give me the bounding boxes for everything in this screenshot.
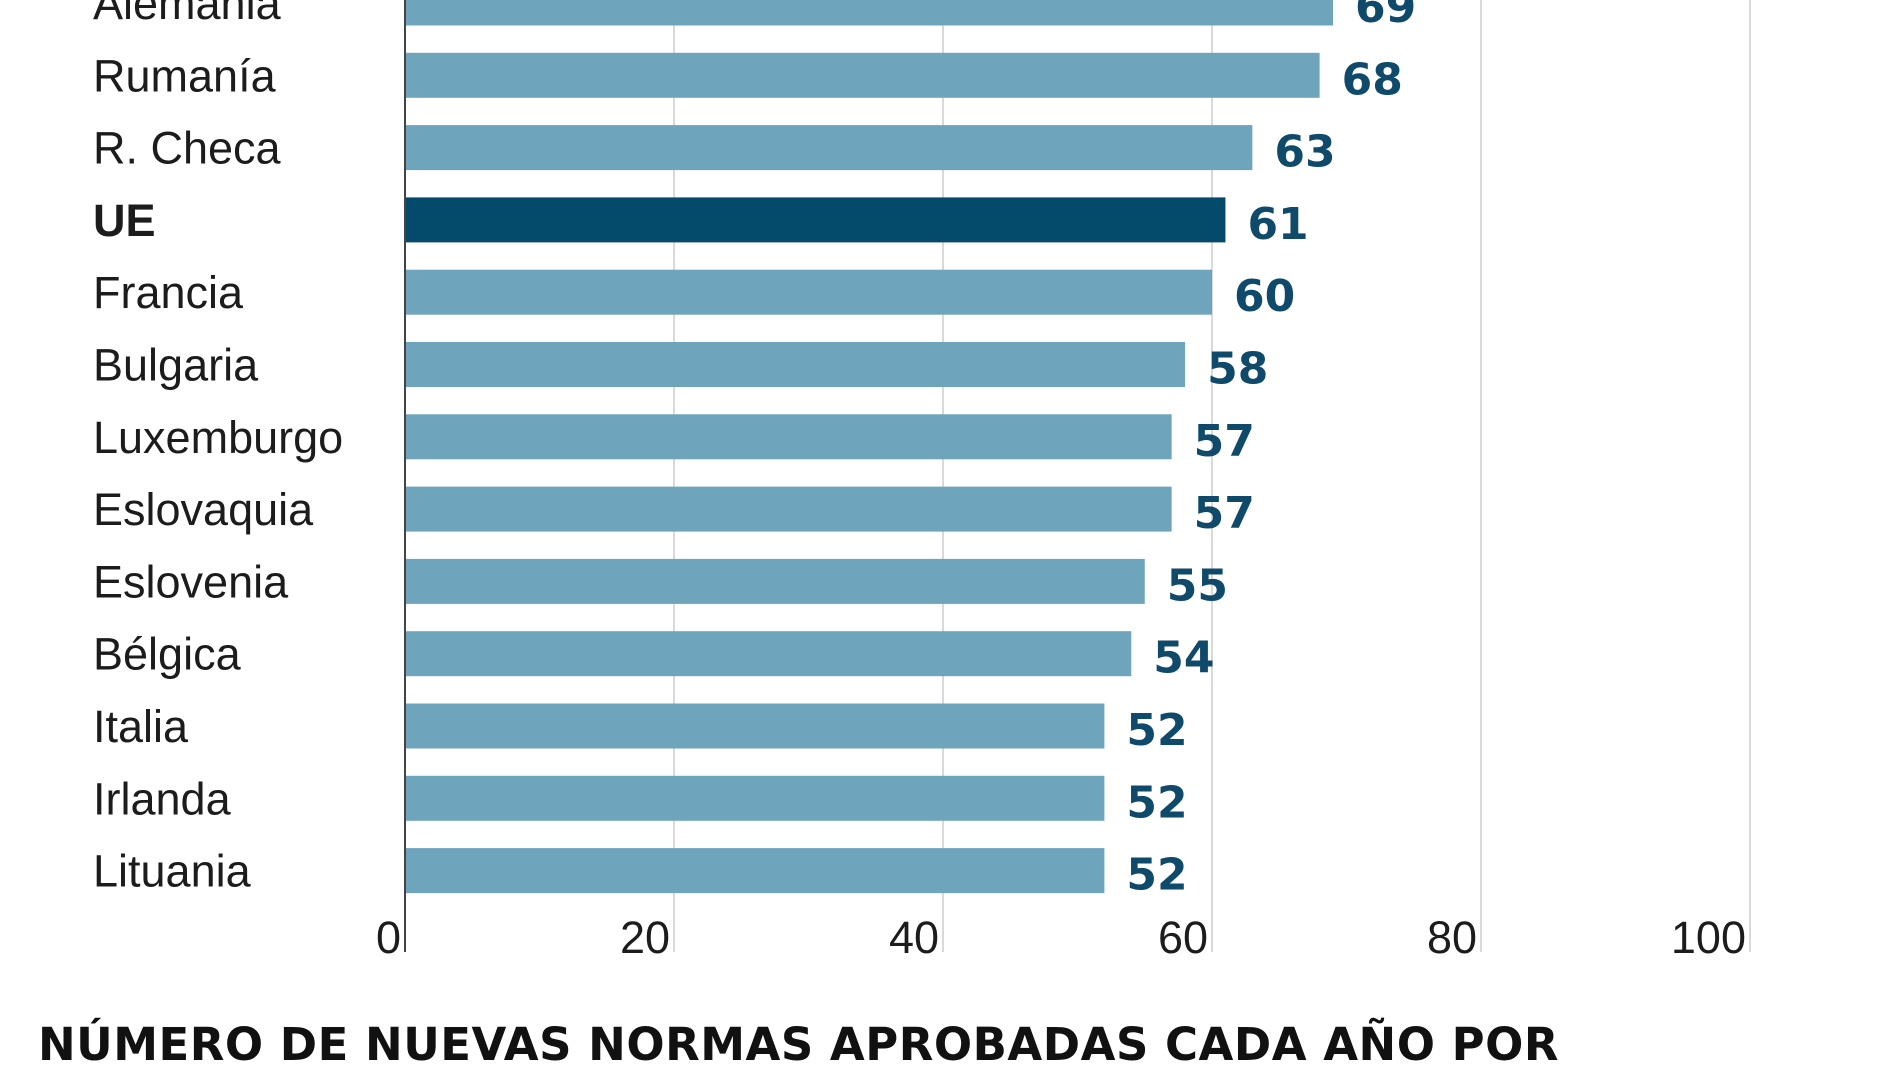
bar — [405, 269, 1212, 315]
value-label: 58 — [1207, 344, 1268, 395]
value-label: 61 — [1247, 199, 1308, 250]
category-label: Francia — [93, 267, 244, 318]
x-tick-label: 0 — [376, 912, 401, 963]
category-label: Bulgaria — [93, 340, 259, 391]
category-label: Eslovenia — [93, 556, 289, 607]
value-label: 57 — [1194, 488, 1255, 539]
bar — [405, 342, 1186, 387]
category-label: Alemania — [93, 0, 282, 29]
x-tick-label: 20 — [620, 912, 670, 963]
category-label: Eslovaquia — [93, 484, 314, 535]
x-tick-label: 40 — [889, 912, 939, 963]
bar — [405, 775, 1105, 821]
bar — [405, 486, 1172, 532]
category-label: Italia — [93, 701, 189, 752]
value-label: 68 — [1342, 54, 1403, 105]
value-label: 52 — [1126, 705, 1187, 756]
category-label: Luxemburgo — [93, 412, 343, 463]
x-tick-label: 80 — [1427, 912, 1477, 963]
bar — [405, 414, 1172, 460]
value-label: 69 — [1355, 0, 1416, 33]
category-label: R. Checa — [93, 123, 282, 174]
category-labels: Alemania Rumanía R. Checa UE Francia Bulgaria… — [93, 0, 343, 897]
category-label: UE — [93, 195, 156, 246]
bar — [405, 558, 1145, 604]
x-axis-tick-labels: 0 20 40 60 80 100 — [376, 912, 1746, 963]
value-label: 60 — [1234, 271, 1295, 322]
value-label: 52 — [1126, 850, 1187, 901]
value-label: 54 — [1153, 633, 1214, 684]
bar — [405, 848, 1105, 894]
x-tick-label: 60 — [1158, 912, 1208, 963]
value-label: 63 — [1274, 127, 1335, 178]
x-tick-label: 100 — [1671, 912, 1746, 963]
bar — [405, 0, 1334, 26]
bars — [405, 0, 1334, 894]
bar — [405, 197, 1226, 243]
bar — [405, 125, 1253, 171]
value-label: 52 — [1126, 777, 1187, 828]
category-label: Irlanda — [93, 773, 232, 824]
bar — [405, 703, 1105, 749]
category-label: Rumanía — [93, 50, 277, 101]
value-label: 57 — [1194, 416, 1255, 467]
chart-footer-title: NÚMERO DE NUEVAS NORMAS APROBADAS CADA A… — [38, 1018, 1560, 1071]
bar — [405, 631, 1132, 677]
category-label: Bélgica — [93, 629, 242, 680]
category-label: Lituania — [93, 846, 252, 897]
bar — [405, 52, 1320, 98]
value-label: 55 — [1167, 560, 1228, 611]
